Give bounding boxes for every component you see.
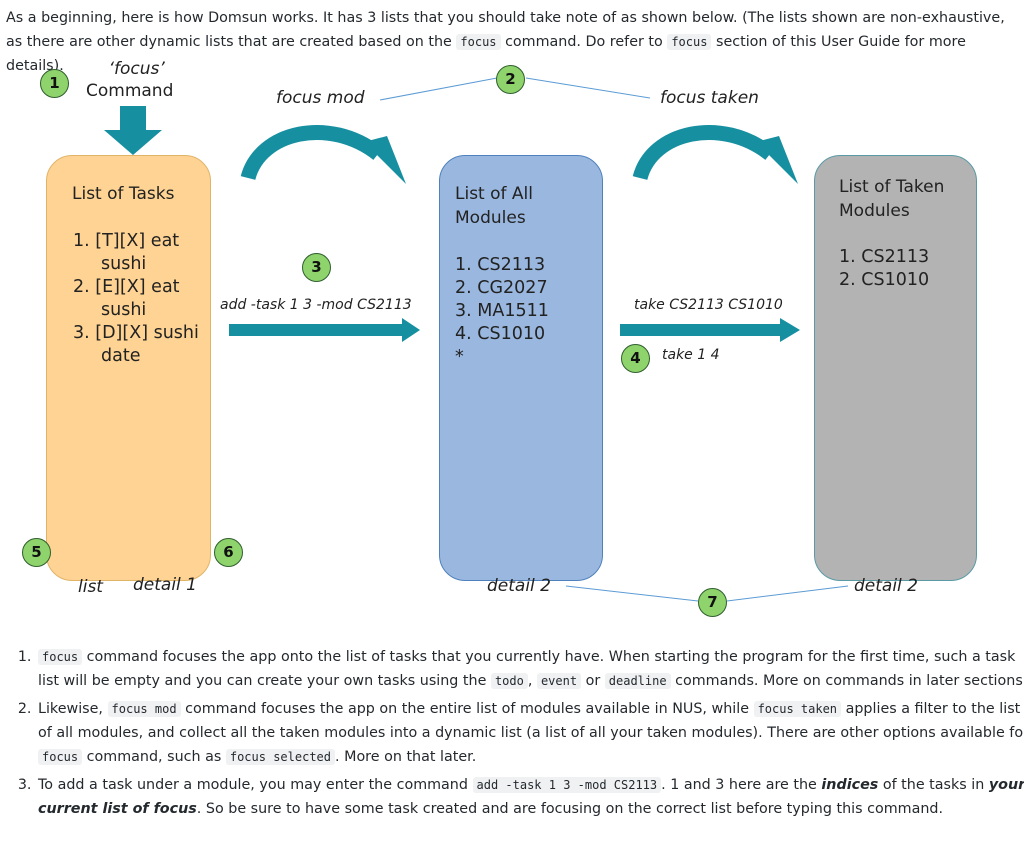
explanation-item-2: Likewise, focus mod command focuses the … <box>36 697 1024 769</box>
detail-connector-line <box>726 585 849 602</box>
intro-text: command. Do refer to <box>505 34 663 50</box>
taken-box-title: List of Taken Modules <box>839 177 945 221</box>
detail-1-label: detail 1 <box>133 575 197 595</box>
item-text: Likewise, <box>38 701 103 717</box>
focus-connector-line <box>379 77 498 101</box>
intro-code-focus: focus <box>667 34 712 50</box>
add-task-label: add -task 1 3 -mod CS2113 <box>220 297 412 313</box>
taken-item: 2. CS1010 <box>839 270 930 290</box>
indices-emphasis: indices <box>821 777 879 793</box>
add-task-arrow <box>229 318 420 342</box>
modules-box-title: List of All Modules <box>455 184 533 228</box>
badge-1: 1 <box>40 69 69 98</box>
taken-item: 1. CS2113 <box>839 247 930 267</box>
intro-paragraph: As a beginning, here is how Domsun works… <box>6 6 1018 78</box>
code-focus-selected: focus selected <box>225 749 336 765</box>
take-modules-label: take CS2113 CS1010 <box>634 297 783 313</box>
badge-6: 6 <box>214 538 243 567</box>
intro-text: As a beginning, here is how Domsun works… <box>6 10 1005 50</box>
tasks-list: 1. [T][X] eat sushi 2. [E][X] eat sushi … <box>73 230 203 368</box>
detail-connector-line <box>565 585 699 602</box>
badge-5: 5 <box>22 538 51 567</box>
explanation-item-1: focus command focuses the app onto the l… <box>36 645 1024 693</box>
focus-mod-curve-head <box>364 136 406 184</box>
module-item: * <box>455 347 464 367</box>
badge-3: 3 <box>302 253 331 282</box>
explanation-list: focus command focuses the app onto the l… <box>20 645 1024 825</box>
detail-2-taken-label: detail 2 <box>854 576 918 596</box>
current-list-emphasis: your current list of focus <box>38 777 1024 817</box>
item-text: command focuses the app onto the list of… <box>38 649 1016 689</box>
item-text: of the tasks in <box>882 777 985 793</box>
code-event: event <box>536 673 582 689</box>
taken-list: 1. CS2113 2. CS1010 <box>839 246 969 292</box>
take-arrow <box>620 318 800 342</box>
taken-list-box: List of Taken Modules 1. CS2113 2. CS101… <box>814 155 977 581</box>
code-focus: focus <box>38 749 83 765</box>
task-item: 3. [D][X] sushi date <box>73 323 199 366</box>
domsun-lists-diagram: ‘focus’ Command List of Tasks 1. [T][X] … <box>0 56 1024 626</box>
item-text: or <box>585 673 601 689</box>
badge-2: 2 <box>496 65 525 94</box>
focus-mod-curve-arrow <box>240 125 383 181</box>
focus-taken-label: focus taken <box>660 88 759 108</box>
item-text: . So be sure to have some task created a… <box>196 801 944 817</box>
code-focus: focus <box>38 649 83 665</box>
module-item: 4. CS1010 <box>455 324 546 344</box>
focus-taken-curve-arrow <box>632 125 775 181</box>
item-text: To add a task under a module, you may en… <box>38 777 468 793</box>
task-item: 1. [T][X] eat sushi <box>73 231 180 274</box>
module-item: 1. CS2113 <box>455 255 546 275</box>
task-item: 2. [E][X] eat sushi <box>73 277 180 320</box>
tasks-list-box: List of Tasks 1. [T][X] eat sushi 2. [E]… <box>46 155 211 581</box>
item-text: command, such as <box>86 749 222 765</box>
focus-command-arrow <box>104 106 162 155</box>
item-text: applies a filter to the list of all modu… <box>38 701 1024 741</box>
item-text: . More on that later. <box>335 749 477 765</box>
focus-command-quote: ‘focus’ <box>108 59 165 79</box>
list-label: list <box>78 577 103 597</box>
item-text: . 1 and 3 here are the <box>661 777 817 793</box>
detail-2-modules-label: detail 2 <box>487 576 551 596</box>
explanation-item-3: To add a task under a module, you may en… <box>36 773 1024 821</box>
focus-connector-line <box>525 77 651 99</box>
tasks-box-title: List of Tasks <box>72 184 175 204</box>
module-item: 2. CG2027 <box>455 278 548 298</box>
modules-list: 1. CS2113 2. CG2027 3. MA1511 4. CS1010 … <box>455 254 585 369</box>
focus-mod-label: focus mod <box>276 88 365 108</box>
code-focus-mod: focus mod <box>107 701 181 717</box>
take-index-label: take 1 4 <box>662 347 720 363</box>
focus-command-label: ‘focus’ Command <box>86 58 173 102</box>
code-add-task: add -task 1 3 -mod CS2113 <box>472 777 662 793</box>
intro-code-focus: focus <box>456 34 501 50</box>
focus-command-word: Command <box>86 81 174 101</box>
code-deadline: deadline <box>604 673 671 689</box>
badge-4: 4 <box>621 344 650 373</box>
focus-taken-curve-head <box>756 136 798 184</box>
code-todo: todo <box>490 673 528 689</box>
modules-list-box: List of All Modules 1. CS2113 2. CG2027 … <box>439 155 603 581</box>
item-text: , <box>527 673 533 689</box>
item-text: command focuses the app on the entire li… <box>185 701 750 717</box>
badge-7: 7 <box>698 588 727 617</box>
item-text: commands. More on commands in later sect… <box>675 673 1024 689</box>
module-item: 3. MA1511 <box>455 301 549 321</box>
code-focus-taken: focus taken <box>753 701 842 717</box>
